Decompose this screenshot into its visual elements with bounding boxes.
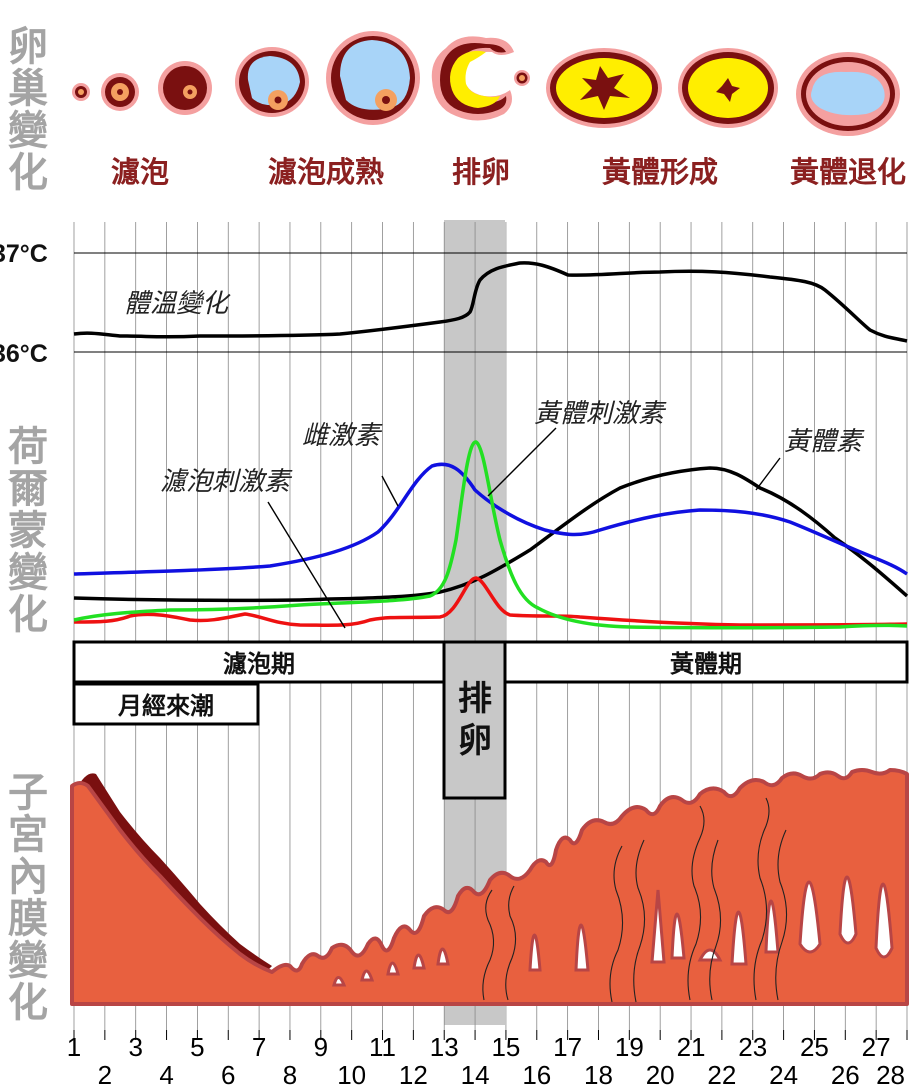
day-label-2: 2	[98, 1060, 112, 1090]
stage-label-ovulation: 排卵	[452, 155, 510, 189]
ovulation-box-label-1: 卵	[458, 721, 492, 761]
day-label-23: 23	[738, 1032, 767, 1062]
follicle-tiny-icon	[72, 83, 90, 101]
day-label-13: 13	[430, 1032, 459, 1062]
phase-boxes: 濾泡期 黃體期 月經來潮 排 卵	[72, 640, 909, 800]
side-label-endometrium-4: 變	[8, 938, 48, 984]
follicular-phase-label: 濾泡期	[223, 650, 295, 678]
day-label-14: 14	[461, 1060, 490, 1090]
side-label-hormone-4: 化	[8, 592, 48, 638]
progesterone-curve	[73, 466, 909, 603]
estrogen-leader-line	[381, 475, 399, 507]
stage-label-mature-follicle: 濾泡成熟	[268, 155, 384, 189]
fsh-curve	[73, 576, 908, 628]
menses-label: 月經來潮	[117, 692, 214, 720]
side-label-ovary-1: 巢	[8, 66, 48, 112]
temp-label-36: 36°C	[0, 340, 48, 368]
menstrual-shedding-layer	[76, 773, 272, 972]
fsh-leader-line	[267, 501, 346, 629]
progesterone-leader-line	[755, 457, 781, 491]
day-label-20: 20	[646, 1060, 675, 1090]
lh-leader-line	[487, 427, 557, 497]
follicle-medium-icon	[158, 61, 212, 115]
lh-curve	[73, 440, 908, 630]
temp-label-37: 37°C	[0, 240, 48, 268]
day-label-18: 18	[584, 1060, 613, 1090]
endometrium-glands	[332, 875, 894, 987]
temperature-curve-label: 體溫變化	[124, 289, 231, 319]
day-label-27: 27	[862, 1032, 891, 1062]
day-label-26: 26	[831, 1060, 860, 1090]
stage-label-corpus-luteum-regression: 黃體退化	[790, 155, 906, 189]
side-label-endometrium-2: 內	[8, 854, 48, 900]
menses-box	[72, 682, 260, 726]
day-label-4: 4	[159, 1060, 173, 1090]
day-label-7: 7	[252, 1032, 266, 1062]
side-label-ovary: 卵 巢 變 化	[8, 24, 48, 196]
day-label-15: 15	[491, 1032, 520, 1062]
side-label-hormone: 荷 爾 蒙 變 化	[8, 424, 48, 638]
day-axis: 1234567891011121314151617181920212223242…	[67, 1030, 908, 1090]
side-label-endometrium-5: 化	[8, 980, 48, 1026]
day-label-5: 5	[190, 1032, 204, 1062]
side-label-endometrium-0: 子	[8, 770, 48, 816]
luteal-phase-box	[503, 640, 909, 684]
day-label-3: 3	[128, 1032, 142, 1062]
follicle-small-icon	[101, 73, 139, 111]
day-label-11: 11	[369, 1032, 396, 1062]
day-label-21: 21	[677, 1032, 706, 1062]
day-label-10: 10	[337, 1060, 366, 1090]
day-label-8: 8	[283, 1060, 297, 1090]
day-label-12: 12	[399, 1060, 428, 1090]
side-label-hormone-1: 爾	[8, 466, 48, 512]
ovulation-box	[442, 640, 507, 800]
body-temperature-curve	[73, 261, 908, 343]
estrogen-curve	[73, 462, 909, 576]
side-label-endometrium: 子 宮 內 膜 變 化	[8, 770, 48, 1026]
day-label-25: 25	[800, 1032, 829, 1062]
side-label-endometrium-3: 膜	[8, 896, 48, 942]
endometrium-lining	[70, 768, 909, 1006]
estrogen-label: 雌激素	[302, 421, 383, 451]
ovulation-box-label-0: 排	[458, 679, 492, 719]
side-label-ovary-0: 卵	[8, 24, 48, 70]
endometrium-illustration	[70, 768, 909, 1006]
follicle-antral-icon	[235, 47, 309, 117]
ovary-illustrations	[72, 31, 900, 136]
follicle-mature-icon	[326, 31, 420, 125]
corpus-luteum-forming-icon	[546, 48, 662, 128]
day-label-28: 28	[876, 1060, 905, 1090]
ruptured-follicle-icon	[431, 36, 530, 121]
ovary-stage-labels: 濾泡 濾泡成熟 排卵 黃體形成 黃體退化	[111, 155, 906, 189]
side-label-ovary-3: 化	[8, 150, 48, 196]
corpus-luteum-regressed-icon	[796, 52, 900, 136]
day-label-24: 24	[769, 1060, 798, 1090]
side-label-ovary-2: 變	[8, 108, 48, 154]
corpus-luteum-mature-icon	[678, 48, 778, 128]
day-label-1: 1	[67, 1032, 81, 1062]
day-label-6: 6	[221, 1060, 235, 1090]
progesterone-label: 黃體素	[784, 427, 865, 457]
stage-label-corpus-luteum-forming: 黃體形成	[602, 155, 718, 189]
day-label-9: 9	[314, 1032, 328, 1062]
stage-label-follicle: 濾泡	[111, 155, 169, 189]
spiral-arteries	[482, 797, 788, 1003]
side-label-hormone-2: 蒙	[8, 508, 48, 554]
side-label-hormone-0: 荷	[8, 424, 48, 470]
side-label-endometrium-1: 宮	[8, 812, 48, 858]
lh-label: 黃體刺激素	[534, 399, 667, 429]
day-label-22: 22	[707, 1060, 736, 1090]
day-label-19: 19	[615, 1032, 644, 1062]
side-label-hormone-3: 變	[8, 550, 48, 596]
day-label-17: 17	[553, 1032, 582, 1062]
luteal-phase-label: 黃體期	[670, 650, 742, 678]
fsh-label: 濾泡刺激素	[160, 467, 293, 497]
follicular-phase-box	[72, 640, 446, 684]
day-label-16: 16	[522, 1060, 551, 1090]
